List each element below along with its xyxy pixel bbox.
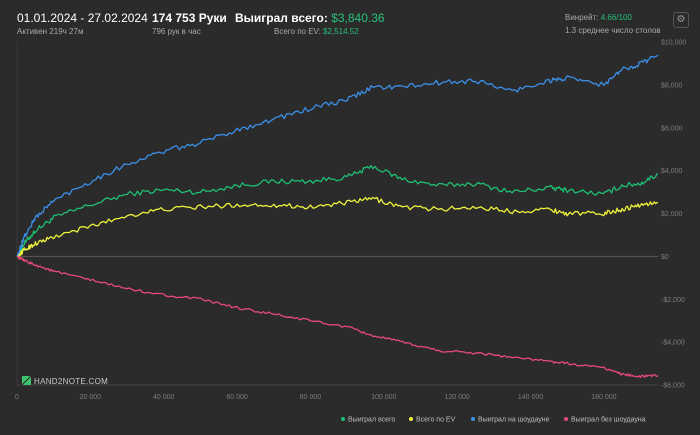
avg-tables: 1.3 среднее число столов [565, 26, 661, 35]
x-tick-label: 100 000 [371, 394, 396, 401]
series-line-4 [16, 255, 659, 379]
y-tick-label: $10,000 [661, 40, 686, 47]
x-tick-label: 120 000 [445, 394, 470, 401]
y-tick-label: -$4,000 [661, 340, 685, 347]
legend-marker [409, 417, 413, 421]
date-range: 01.01.2024 - 27.02.2024 [17, 11, 148, 25]
x-tick-label: 80 000 [300, 394, 322, 401]
active-time: Активен 219ч 27м [17, 27, 84, 36]
legend-label: Всего по EV [416, 417, 456, 424]
y-tick-label: $8,000 [661, 82, 683, 89]
settings-gear-icon[interactable]: ⚙ [673, 12, 689, 28]
logo-mark-icon [22, 376, 31, 385]
winrate-label: Винрейт: [565, 13, 599, 22]
legend-label: Выиграл на шоудауне [478, 417, 550, 424]
winrate-value: 4.66/100 [600, 13, 632, 22]
total-ev-label: Всего по EV: [274, 27, 321, 36]
legend-marker [471, 417, 475, 421]
x-tick-label: 140 000 [518, 394, 543, 401]
hands-per-hour: 796 рук в час [152, 27, 201, 36]
x-tick-label: 20 000 [80, 394, 102, 401]
legend-marker [564, 417, 568, 421]
x-tick-label: 40 000 [153, 394, 175, 401]
x-tick-label: 60 000 [226, 394, 248, 401]
total-ev: Всего по EV: $2,514.52 [274, 27, 359, 36]
total-won: Выиграл всего: $3,840.36 [235, 11, 385, 25]
y-tick-label: $4,000 [661, 168, 683, 175]
y-tick-label: -$2,000 [661, 297, 685, 304]
hands-count: 174 753 Руки [152, 11, 227, 25]
series-line-1 [16, 164, 659, 257]
total-won-value: $3,840.36 [331, 11, 385, 25]
series-line-2 [16, 196, 659, 258]
x-tick-label: 0 [15, 394, 19, 401]
total-ev-value: $2,514.52 [323, 27, 359, 36]
series-line-3 [16, 54, 659, 257]
total-won-label: Выиграл всего: [235, 11, 328, 25]
x-tick-label: 160 000 [591, 394, 616, 401]
y-tick-label: $6,000 [661, 125, 683, 132]
legend-label: Выиграл без шоудауна [571, 416, 646, 424]
y-tick-label: $0 [661, 254, 669, 261]
brand-logo: HAND2NOTE.COM [22, 376, 108, 386]
legend-marker [341, 417, 345, 421]
y-tick-label: -$6,000 [661, 383, 685, 390]
winrate: Винрейт: 4.66/100 [565, 13, 632, 22]
legend-label: Выиграл всего [348, 417, 395, 424]
y-tick-label: $2,000 [661, 211, 683, 218]
